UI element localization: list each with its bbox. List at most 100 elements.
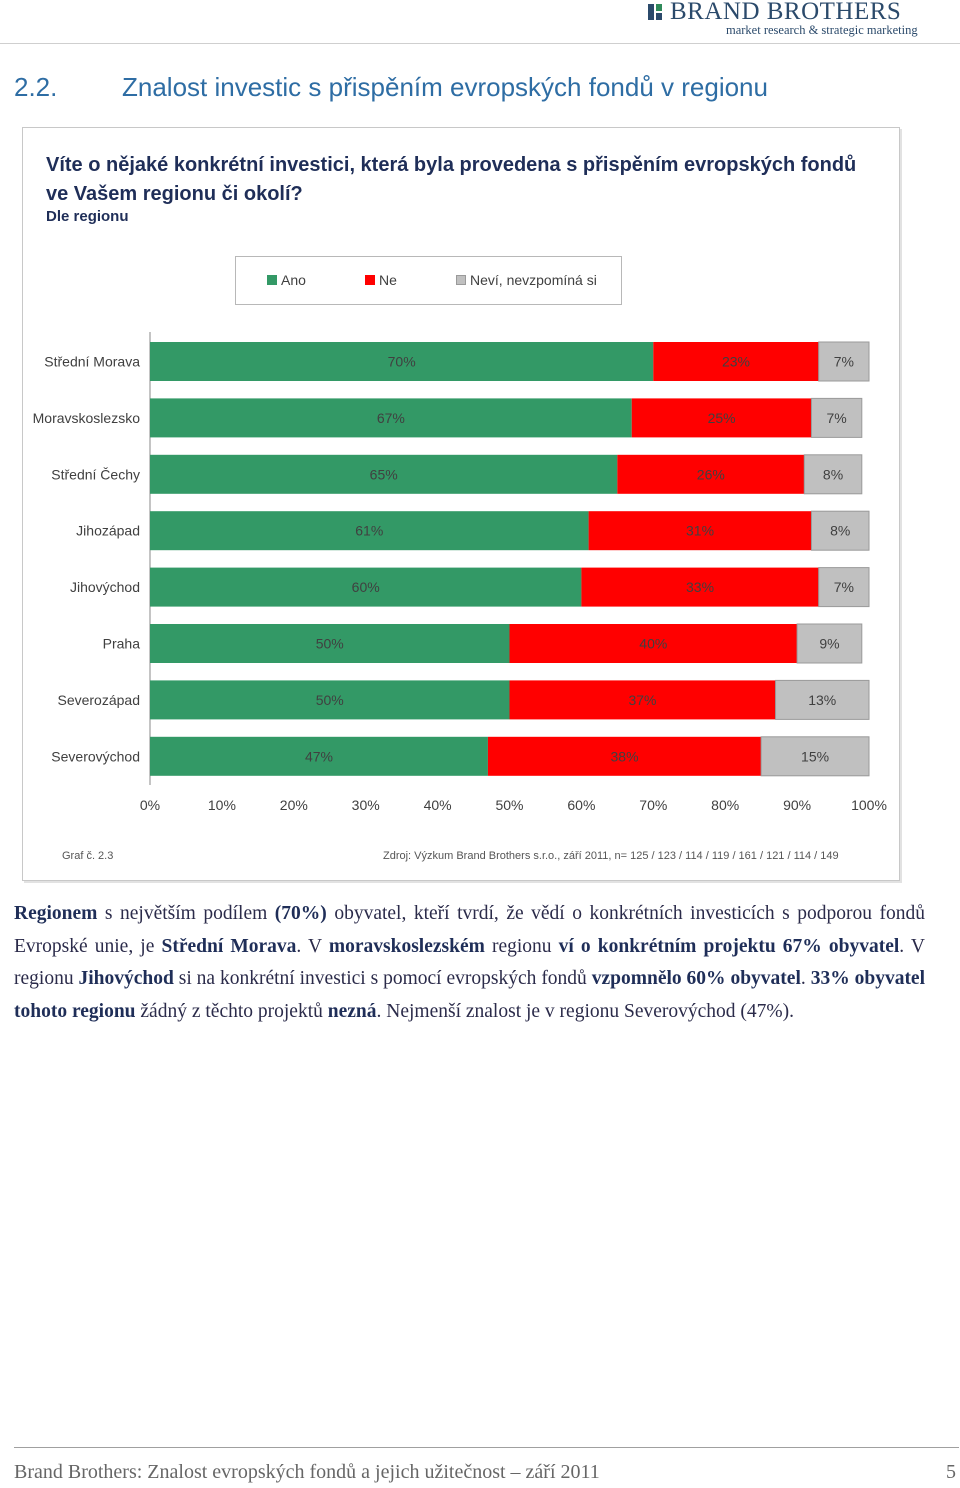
bar-segment xyxy=(581,567,819,607)
x-tick-label: 50% xyxy=(495,797,523,813)
x-tick-label: 80% xyxy=(711,797,739,813)
chart-source: Zdroj: Výzkum Brand Brothers s.r.o., zář… xyxy=(383,850,839,862)
category-label: Střední Čechy xyxy=(51,466,140,482)
section-title: Znalost investic s přispěním evropských … xyxy=(122,72,768,102)
data-label: 60% xyxy=(352,579,380,595)
graph-label: Graf č. 2.3 xyxy=(62,850,114,862)
header-rule xyxy=(0,43,960,44)
paragraph-bold-text: moravskoslezském xyxy=(328,935,485,957)
paragraph-bold-text: vzpomnělo 60% obyvatel xyxy=(591,968,801,989)
bar-segment xyxy=(803,454,863,495)
legend-swatch xyxy=(365,275,375,285)
bar-segment xyxy=(487,736,762,776)
data-label: 47% xyxy=(305,748,333,764)
brand-logo: BRAND BROTHERS market research & strateg… xyxy=(642,0,942,42)
x-tick-label: 20% xyxy=(280,797,308,813)
data-label: 33% xyxy=(686,579,714,595)
legend-swatch xyxy=(267,275,277,285)
bar-segment xyxy=(617,454,805,494)
paragraph-bold-text: nezná xyxy=(327,1000,377,1022)
bar-segment xyxy=(150,511,589,551)
legend-item-ne: Ne xyxy=(365,272,397,288)
bar-segment xyxy=(818,567,870,608)
data-label: 15% xyxy=(801,748,829,764)
category-label: Jihovýchod xyxy=(70,579,140,595)
data-label: 38% xyxy=(611,748,639,764)
paragraph-text: . xyxy=(800,968,811,989)
x-tick-label: 40% xyxy=(424,797,452,813)
x-tick-label: 10% xyxy=(208,797,236,813)
bar-segment xyxy=(150,454,618,494)
bar-segment xyxy=(150,398,632,438)
data-label: 37% xyxy=(628,692,656,708)
x-tick-label: 60% xyxy=(567,797,595,813)
data-label: 50% xyxy=(316,692,344,708)
data-label: 70% xyxy=(388,354,416,370)
bar-segment xyxy=(150,736,488,776)
paragraph-bold-text: ví o konkrétním projektu 67% obyvatel xyxy=(558,935,900,957)
data-label: 25% xyxy=(708,410,736,426)
x-tick-label: 0% xyxy=(140,797,160,813)
bar-segment xyxy=(631,398,812,438)
brand-logo-icon xyxy=(648,4,662,20)
data-label: 65% xyxy=(370,466,398,482)
bar-segment xyxy=(509,624,798,663)
data-label: 13% xyxy=(808,692,836,708)
category-label: Severozápad xyxy=(57,692,140,708)
paragraph-text: . V regionu xyxy=(14,935,926,990)
bar-segment xyxy=(760,736,870,777)
summary-paragraph: Regionem s největším podílem (70%) obyva… xyxy=(14,898,925,1028)
x-tick-label: 30% xyxy=(352,797,380,813)
category-label: Moravskoslezsko xyxy=(33,410,141,426)
data-label: 67% xyxy=(377,410,405,426)
paragraph-bold-text: (70%) xyxy=(274,903,327,924)
legend-label: Ne xyxy=(379,272,397,288)
paragraph-text: obyvatel, kteří tvrdí, že vědí o konkrét… xyxy=(14,903,925,957)
paragraph-text: . Nejmenší znalost je v regionu Severový… xyxy=(376,1000,795,1022)
bar-segment xyxy=(588,511,812,551)
bar-segment xyxy=(818,341,870,382)
data-label: 61% xyxy=(355,523,383,539)
stacked-bar-chart: Střední Morava 70% 23% 7% Moravskoslezsko 67%… xyxy=(33,332,887,813)
category-label: Severovýchod xyxy=(51,748,140,764)
bar-segment xyxy=(810,510,870,551)
paragraph-text: si na konkrétní investici s pomocí evrop… xyxy=(173,968,592,989)
data-label: 50% xyxy=(316,636,344,652)
legend-item-nevi: Neví, nevzpomíná si xyxy=(456,272,597,288)
legend-item-ano: Ano xyxy=(267,272,306,288)
bar-segment xyxy=(509,680,776,720)
data-label: 7% xyxy=(834,354,854,370)
chart-legend: Ano Ne Neví, nevzpomíná si xyxy=(235,256,622,305)
data-label: 31% xyxy=(686,523,714,539)
paragraph-bold-text: Střední Morava xyxy=(161,935,297,957)
brand-name: BRAND BROTHERS xyxy=(670,0,902,25)
category-label: Praha xyxy=(103,636,141,652)
bar-segment xyxy=(150,624,510,663)
bar-segment xyxy=(810,397,863,438)
bar-segment xyxy=(150,567,582,607)
category-label: Střední Morava xyxy=(44,354,140,370)
data-label: 7% xyxy=(827,410,847,426)
chart-question: Víte o nějaké konkrétní investici, která… xyxy=(46,154,857,205)
x-tick-label: 100% xyxy=(851,797,887,813)
paragraph-text: . V xyxy=(296,935,329,957)
data-label: 23% xyxy=(722,354,750,370)
footer-rule xyxy=(14,1447,959,1448)
x-tick-label: 90% xyxy=(783,797,811,813)
paragraph-bold-text: Regionem xyxy=(14,903,98,924)
page-number: 5 xyxy=(946,1461,956,1483)
paragraph-bold-text: Jihovýchod xyxy=(78,968,174,989)
data-label: 26% xyxy=(697,466,725,482)
legend-label: Ano xyxy=(281,272,306,288)
paragraph-text: regionu xyxy=(484,935,559,957)
paragraph-bold-text: 33% obyvatel tohoto regionu xyxy=(14,968,926,1022)
data-label: 9% xyxy=(819,636,839,652)
legend-swatch xyxy=(456,275,466,285)
data-label: 40% xyxy=(639,636,667,652)
bar-segment xyxy=(796,623,863,664)
data-label: 7% xyxy=(834,579,854,595)
x-tick-label: 70% xyxy=(639,797,667,813)
paragraph-text: s největším podílem xyxy=(97,903,275,924)
data-label: 8% xyxy=(823,466,843,482)
section-number: 2.2. xyxy=(14,72,58,102)
